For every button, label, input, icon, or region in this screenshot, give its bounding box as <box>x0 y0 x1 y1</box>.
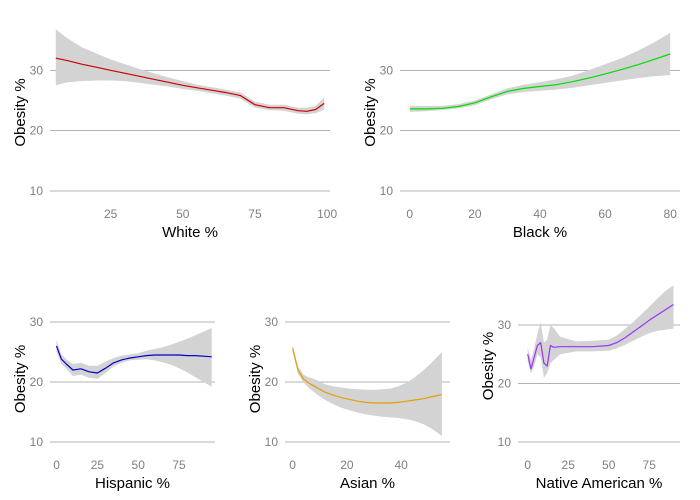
chart-panel-4: 10 20 30 0 20 40 Asian % Obesity % <box>247 315 450 492</box>
x-axis-title: Asian % <box>340 475 395 492</box>
trend-line <box>409 53 671 110</box>
x-tick-label: 75 <box>643 458 657 472</box>
chart-panel-5: 10 20 30 0 25 50 75 Native American % Obesity % <box>480 285 680 492</box>
y-tick-label: 10 <box>265 435 279 449</box>
x-tick-label: 100 <box>317 207 337 221</box>
x-tick-label: 75 <box>172 458 186 472</box>
y-tick-label: 10 <box>30 184 44 198</box>
y-axis-title: Obesity % <box>247 345 264 413</box>
x-tick-label: 50 <box>132 458 146 472</box>
x-axis-title: Native American % <box>536 475 663 492</box>
x-tick-label: 25 <box>104 207 118 221</box>
x-axis-title: Hispanic % <box>95 475 170 492</box>
x-axis-title: White % <box>162 224 218 241</box>
confidence-band <box>409 32 671 112</box>
y-tick-label: 30 <box>498 318 512 332</box>
x-tick-label: 75 <box>248 207 262 221</box>
x-tick-label: 0 <box>406 207 413 221</box>
y-axis-title: Obesity % <box>480 332 497 400</box>
x-axis-title: Black % <box>513 224 567 241</box>
y-tick-label: 20 <box>30 124 44 138</box>
x-tick-label: 25 <box>91 458 105 472</box>
x-tick-label: 0 <box>524 458 531 472</box>
chart-panel-1: 10 20 30 25 50 75 100 White % Obesity % <box>12 29 337 241</box>
x-tick-label: 40 <box>394 458 408 472</box>
x-tick-label: 25 <box>562 458 576 472</box>
x-tick-label: 50 <box>176 207 190 221</box>
confidence-band <box>55 29 325 115</box>
y-axis-title: Obesity % <box>12 78 29 146</box>
x-tick-label: 0 <box>53 458 60 472</box>
x-tick-label: 20 <box>468 207 482 221</box>
y-axis-title: Obesity % <box>12 345 29 413</box>
y-tick-label: 10 <box>498 435 512 449</box>
y-axis-title: Obesity % <box>362 78 379 146</box>
trend-line <box>55 57 325 112</box>
x-tick-label: 60 <box>598 207 612 221</box>
x-tick-label: 20 <box>340 458 354 472</box>
y-tick-label: 30 <box>380 63 394 77</box>
y-tick-label: 20 <box>380 124 394 138</box>
trend-line <box>527 303 674 370</box>
x-tick-label: 40 <box>533 207 547 221</box>
confidence-band <box>527 285 674 378</box>
x-tick-label: 0 <box>289 458 296 472</box>
y-tick-label: 30 <box>265 315 279 329</box>
y-tick-label: 20 <box>30 375 44 389</box>
y-tick-label: 20 <box>265 375 279 389</box>
y-tick-label: 30 <box>30 63 44 77</box>
x-tick-label: 80 <box>664 207 678 221</box>
x-tick-label: 50 <box>602 458 616 472</box>
confidence-band <box>292 344 442 436</box>
chart-panel-2: 10 20 30 0 20 40 60 80 Black % Obesity % <box>362 32 680 241</box>
y-tick-label: 10 <box>30 435 44 449</box>
y-tick-label: 30 <box>30 315 44 329</box>
y-tick-label: 10 <box>380 184 394 198</box>
trend-line <box>292 348 443 404</box>
y-tick-label: 20 <box>498 377 512 391</box>
trend-line <box>55 345 212 374</box>
